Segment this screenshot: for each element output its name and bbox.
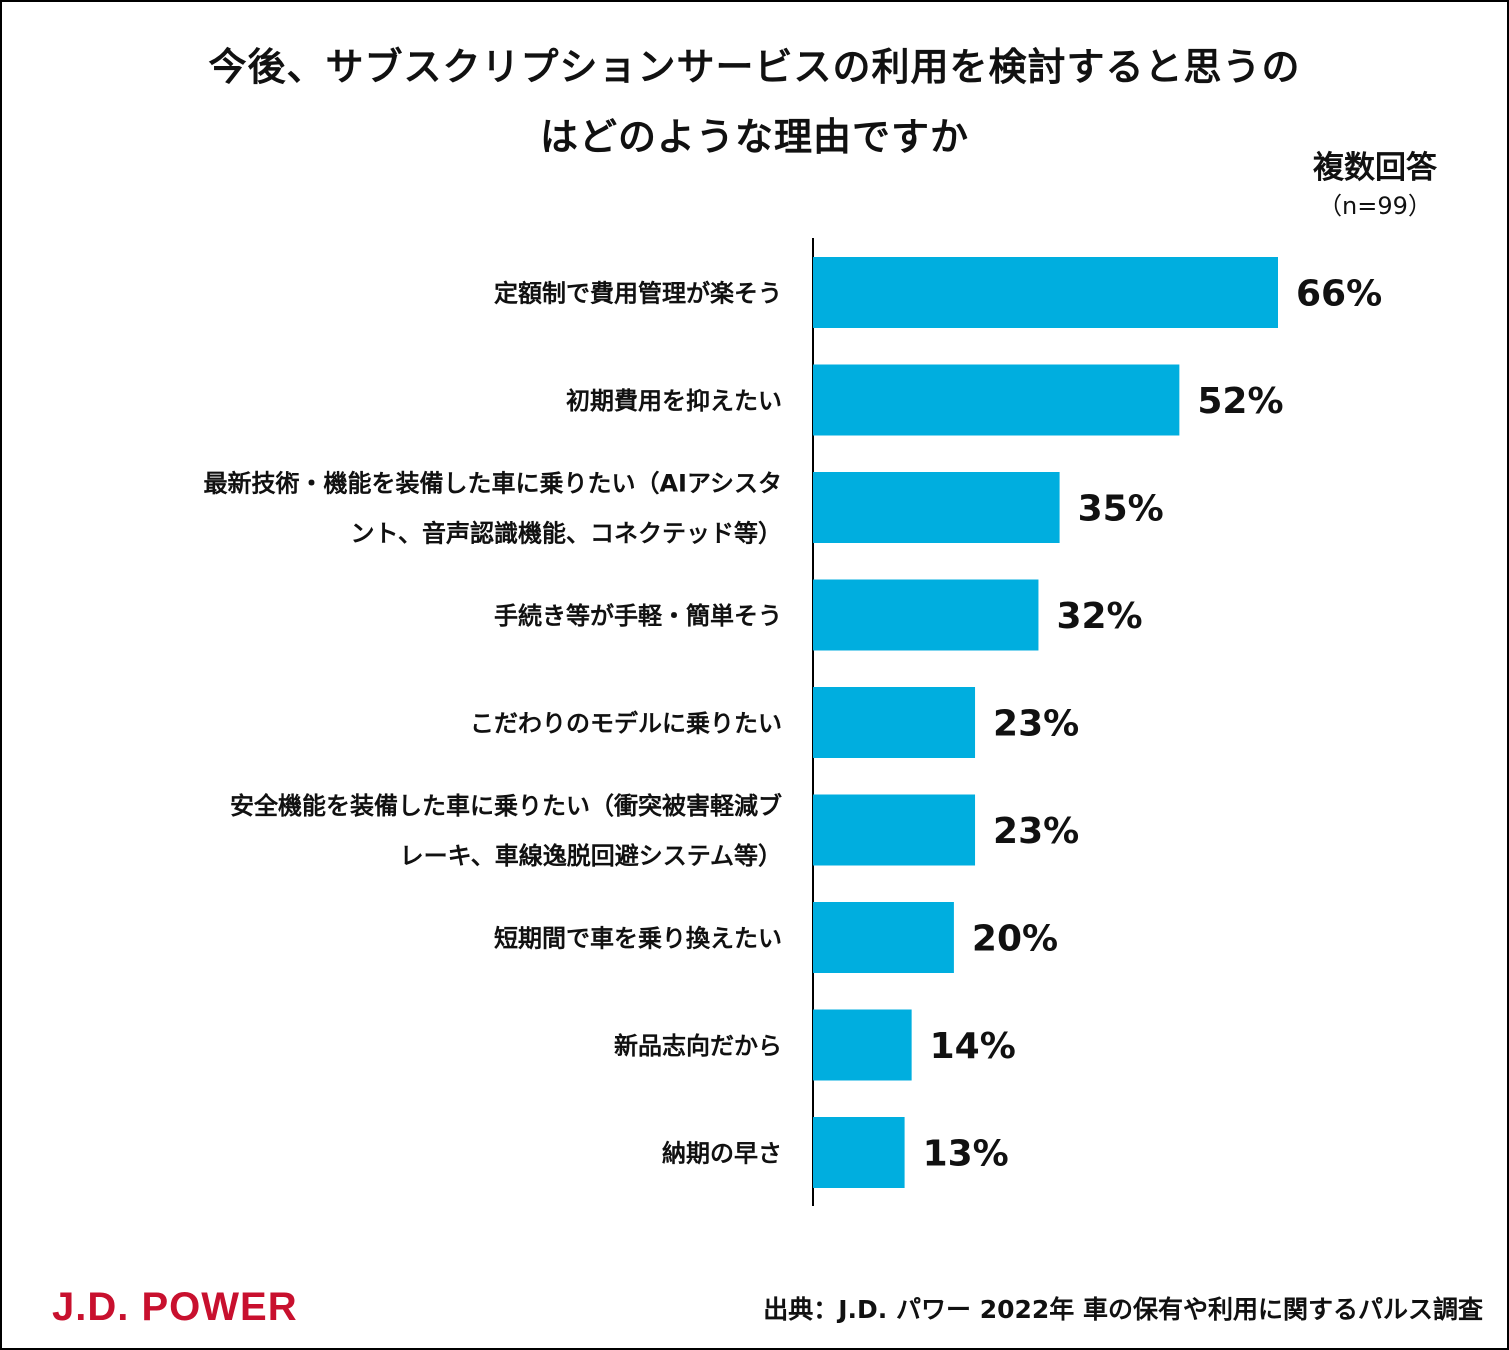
- bar: [813, 902, 954, 973]
- category-label: 納期の早さ: [662, 1140, 782, 1168]
- value-label: 20%: [972, 919, 1058, 960]
- value-label: 23%: [993, 704, 1079, 745]
- value-label: 13%: [923, 1134, 1009, 1175]
- category-label: 新品志向だから: [614, 1032, 782, 1060]
- category-label: 短期間で車を乗り換えたい: [494, 925, 782, 953]
- value-label: 32%: [1056, 596, 1142, 637]
- bar: [813, 364, 1180, 436]
- category-label: 定額制で費用管理が楽そう: [494, 280, 782, 308]
- bar: [813, 472, 1060, 543]
- category-label: 安全機能を装備した車に乗りたい（衝突被害軽減ブ: [230, 792, 782, 820]
- value-label: 35%: [1078, 489, 1164, 530]
- value-label: 14%: [930, 1026, 1016, 1067]
- response-note: 複数回答: [1313, 150, 1437, 186]
- bar: [813, 257, 1278, 328]
- value-label: 52%: [1197, 381, 1283, 422]
- jd-power-logo: J.D. POWER: [52, 1285, 298, 1329]
- source-note: 出典：J.D. パワー 2022年 車の保有や利用に関するパルス調査: [763, 1295, 1483, 1324]
- value-label: 23%: [993, 811, 1079, 852]
- bar: [813, 794, 976, 866]
- bar: [813, 1117, 905, 1188]
- category-label: ント、音声認識機能、コネクテッド等）: [350, 520, 782, 548]
- category-label: レーキ、車線逸脱回避システム等）: [400, 842, 782, 870]
- category-label: 初期費用を抑えたい: [566, 387, 782, 415]
- value-label: 66%: [1296, 274, 1382, 315]
- bar: [813, 579, 1039, 651]
- category-label: こだわりのモデルに乗りたい: [470, 710, 782, 738]
- chart-title-line-1: 今後、サブスクリプションサービスの利用を検討すると思うの: [208, 45, 1301, 89]
- sample-size-note: （n=99）: [1318, 192, 1432, 220]
- category-label: 手続き等が手軽・簡単そう: [494, 602, 782, 630]
- bar: [813, 687, 976, 758]
- bar: [813, 1009, 912, 1081]
- category-label: 最新技術・機能を装備した車に乗りたい（AIアシスタ: [203, 470, 782, 498]
- chart-title-line-2: はどのような理由ですか: [539, 115, 969, 159]
